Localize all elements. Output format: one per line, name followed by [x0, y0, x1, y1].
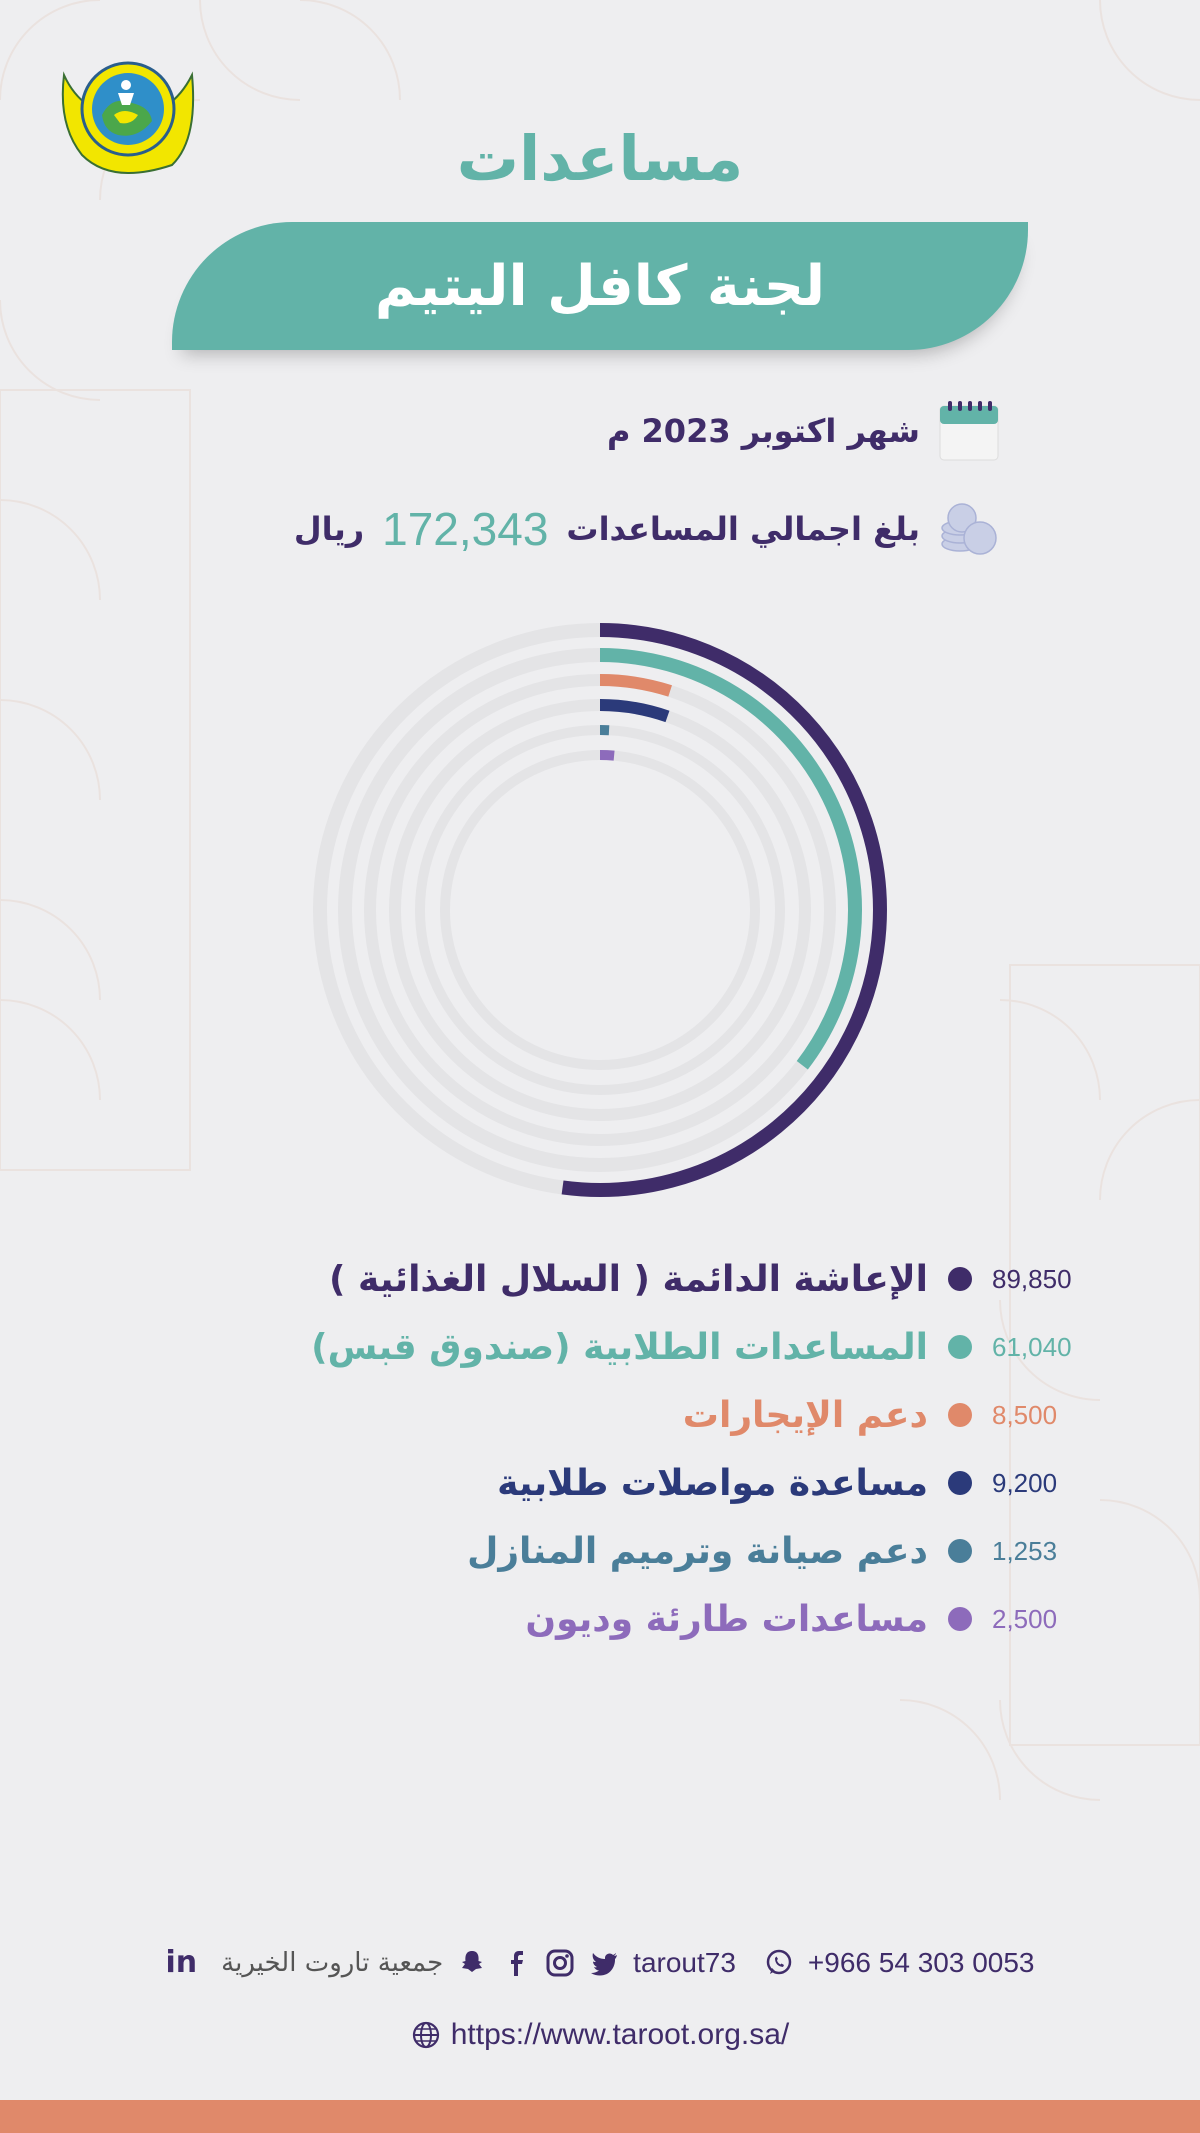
ring-bar-0 — [561, 623, 887, 1197]
calendar-icon — [939, 401, 999, 461]
legend-dot — [948, 1471, 972, 1495]
ring-track-2 — [364, 674, 836, 1146]
legend-label: دعم صيانة وترميم المنازل — [467, 1530, 928, 1572]
ring-bar-1 — [599, 648, 862, 1070]
ring-bar-3 — [599, 699, 670, 723]
total-label: بلغ اجمالي المساعدات — [566, 510, 920, 548]
month-row: شهر اكتوبر 2023 م — [607, 400, 1000, 462]
ring-bar-5 — [599, 749, 615, 761]
instagram-icon[interactable] — [545, 1948, 575, 1978]
organization-name: جمعية تاروت الخيرية — [221, 1947, 444, 1978]
legend-dot — [948, 1607, 972, 1631]
coins-icon — [941, 503, 997, 555]
radial-bar-chart — [313, 623, 887, 1197]
legend-value: 9,200 — [992, 1467, 1058, 1498]
legend-item: دعم الإيجارات 8,500 — [192, 1381, 1092, 1449]
website-row: https://www.taroot.org.sa/ — [0, 2018, 1200, 2052]
chart-legend: الإعاشة الدائمة ( السلال الغذائية ) 89,85… — [192, 1245, 1092, 1653]
whatsapp-icon[interactable] — [764, 1948, 794, 1978]
legend-label: مساعدة مواصلات طلابية — [497, 1462, 928, 1504]
total-value: 172,343 — [382, 503, 549, 555]
legend-item: الإعاشة الدائمة ( السلال الغذائية ) 89,85… — [192, 1245, 1092, 1313]
contact-row: in جمعية تاروت الخيرية tarout73 +966 54 … — [0, 1945, 1200, 1980]
website-link[interactable]: https://www.taroot.org.sa/ — [450, 2018, 790, 2051]
snapchat-icon[interactable] — [457, 1948, 487, 1978]
legend-item: مساعدة مواصلات طلابية 9,200 — [192, 1449, 1092, 1517]
legend-value: 89,850 — [992, 1263, 1072, 1294]
page-title: مساعدات — [456, 122, 744, 195]
legend-value: 8,500 — [992, 1399, 1058, 1430]
total-unit: ريال — [293, 510, 365, 548]
bottom-accent-bar — [0, 2100, 1200, 2133]
legend-dot — [948, 1267, 972, 1291]
committee-name: لجنة كافل اليتيم — [374, 253, 826, 319]
facebook-icon[interactable] — [501, 1948, 531, 1978]
legend-dot — [948, 1335, 972, 1359]
ring-track-3 — [389, 699, 811, 1121]
linkedin-icon[interactable]: in — [165, 1945, 198, 1980]
ring-bar-2 — [599, 674, 672, 697]
phone-number[interactable]: +966 54 303 0053 — [807, 1946, 1035, 1978]
legend-label: دعم الإيجارات — [682, 1394, 928, 1436]
social-handle[interactable]: tarout73 — [633, 1946, 736, 1978]
organization-logo — [61, 61, 195, 174]
total-row: بلغ اجمالي المساعدات 172,343 ريال — [294, 498, 1000, 560]
globe-icon — [412, 2021, 439, 2049]
legend-value: 61,040 — [992, 1331, 1072, 1362]
ring-track-5 — [440, 750, 760, 1070]
twitter-icon[interactable] — [589, 1948, 619, 1978]
legend-value: 1,253 — [992, 1535, 1058, 1566]
legend-item: مساعدات طارئة وديون 2,500 — [192, 1585, 1092, 1653]
title-banner — [172, 222, 1028, 350]
legend-label: المساعدات الطلابية (صندوق قبس) — [311, 1326, 928, 1368]
legend-dot — [948, 1403, 972, 1427]
legend-value: 2,500 — [992, 1603, 1058, 1634]
legend-label: مساعدات طارئة وديون — [525, 1598, 928, 1640]
legend-dot — [948, 1539, 972, 1563]
month-label: شهر اكتوبر 2023 م — [606, 412, 920, 450]
legend-label: الإعاشة الدائمة ( السلال الغذائية ) — [329, 1258, 928, 1300]
legend-item: المساعدات الطلابية (صندوق قبس) 61,040 — [192, 1313, 1092, 1381]
legend-item: دعم صيانة وترميم المنازل 1,253 — [192, 1517, 1092, 1585]
ring-track-4 — [415, 725, 785, 1095]
